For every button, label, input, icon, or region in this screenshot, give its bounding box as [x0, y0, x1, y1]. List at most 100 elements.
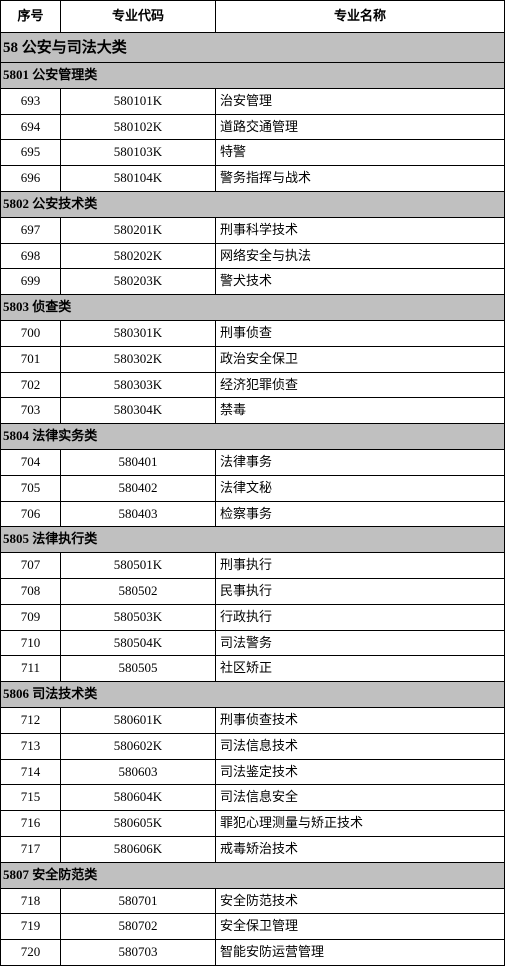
sub-category-label: 5807 安全防范类 [1, 862, 505, 888]
cell-name: 司法信息技术 [216, 733, 505, 759]
cell-name: 道路交通管理 [216, 114, 505, 140]
col-seq-header: 序号 [1, 1, 61, 33]
cell-name: 刑事科学技术 [216, 217, 505, 243]
table-row: 715580604K司法信息安全 [1, 785, 505, 811]
cell-code: 580402 [61, 475, 216, 501]
sub-category-row: 5803 侦查类 [1, 295, 505, 321]
cell-code: 580702 [61, 914, 216, 940]
col-code-header: 专业代码 [61, 1, 216, 33]
table-row: 708580502民事执行 [1, 578, 505, 604]
table-row: 703580304K禁毒 [1, 398, 505, 424]
col-name-header: 专业名称 [216, 1, 505, 33]
table-row: 697580201K刑事科学技术 [1, 217, 505, 243]
cell-seq: 696 [1, 166, 61, 192]
table-body: 58 公安与司法大类5801 公安管理类693580101K治安管理694580… [1, 33, 505, 966]
sub-category-row: 5807 安全防范类 [1, 862, 505, 888]
cell-code: 580505 [61, 656, 216, 682]
table-row: 695580103K特警 [1, 140, 505, 166]
cell-name: 戒毒矫治技术 [216, 836, 505, 862]
table-header: 序号 专业代码 专业名称 [1, 1, 505, 33]
table-row: 718580701安全防范技术 [1, 888, 505, 914]
sub-category-row: 5802 公安技术类 [1, 191, 505, 217]
cell-code: 580504K [61, 630, 216, 656]
cell-name: 行政执行 [216, 604, 505, 630]
sub-category-row: 5804 法律实务类 [1, 424, 505, 450]
table-row: 711580505社区矫正 [1, 656, 505, 682]
cell-seq: 714 [1, 759, 61, 785]
cell-name: 司法信息安全 [216, 785, 505, 811]
cell-seq: 718 [1, 888, 61, 914]
cell-code: 580202K [61, 243, 216, 269]
cell-name: 禁毒 [216, 398, 505, 424]
table-row: 700580301K刑事侦查 [1, 320, 505, 346]
cell-seq: 699 [1, 269, 61, 295]
cell-code: 580103K [61, 140, 216, 166]
cell-name: 智能安防运营管理 [216, 940, 505, 966]
cell-code: 580104K [61, 166, 216, 192]
cell-seq: 715 [1, 785, 61, 811]
sub-category-label: 5804 法律实务类 [1, 424, 505, 450]
table-row: 706580403检察事务 [1, 501, 505, 527]
cell-seq: 709 [1, 604, 61, 630]
table-row: 719580702安全保卫管理 [1, 914, 505, 940]
table-row: 720580703智能安防运营管理 [1, 940, 505, 966]
cell-seq: 711 [1, 656, 61, 682]
cell-seq: 719 [1, 914, 61, 940]
sub-category-label: 5803 侦查类 [1, 295, 505, 321]
cell-name: 民事执行 [216, 578, 505, 604]
cell-seq: 705 [1, 475, 61, 501]
cell-code: 580301K [61, 320, 216, 346]
table-row: 701580302K政治安全保卫 [1, 346, 505, 372]
cell-code: 580603 [61, 759, 216, 785]
cell-code: 580203K [61, 269, 216, 295]
cell-seq: 713 [1, 733, 61, 759]
cell-seq: 720 [1, 940, 61, 966]
cell-code: 580602K [61, 733, 216, 759]
table-row: 696580104K警务指挥与战术 [1, 166, 505, 192]
cell-seq: 693 [1, 88, 61, 114]
cell-seq: 707 [1, 553, 61, 579]
cell-seq: 702 [1, 372, 61, 398]
table-row: 707580501K刑事执行 [1, 553, 505, 579]
cell-seq: 694 [1, 114, 61, 140]
cell-name: 刑事侦查技术 [216, 707, 505, 733]
sub-category-label: 5801 公安管理类 [1, 63, 505, 89]
cell-name: 警犬技术 [216, 269, 505, 295]
cell-name: 安全保卫管理 [216, 914, 505, 940]
cell-seq: 708 [1, 578, 61, 604]
table-row: 710580504K司法警务 [1, 630, 505, 656]
cell-code: 580604K [61, 785, 216, 811]
sub-category-row: 5806 司法技术类 [1, 682, 505, 708]
cell-code: 580503K [61, 604, 216, 630]
sub-category-row: 5801 公安管理类 [1, 63, 505, 89]
cell-name: 警务指挥与战术 [216, 166, 505, 192]
cell-code: 580701 [61, 888, 216, 914]
cell-name: 刑事侦查 [216, 320, 505, 346]
cell-seq: 697 [1, 217, 61, 243]
cell-name: 社区矫正 [216, 656, 505, 682]
table-row: 714580603司法鉴定技术 [1, 759, 505, 785]
cell-code: 580302K [61, 346, 216, 372]
cell-code: 580304K [61, 398, 216, 424]
cell-seq: 695 [1, 140, 61, 166]
cell-code: 580501K [61, 553, 216, 579]
cell-code: 580403 [61, 501, 216, 527]
table-row: 694580102K道路交通管理 [1, 114, 505, 140]
cell-seq: 717 [1, 836, 61, 862]
cell-name: 检察事务 [216, 501, 505, 527]
sub-category-row: 5805 法律执行类 [1, 527, 505, 553]
cell-name: 法律事务 [216, 449, 505, 475]
cell-name: 安全防范技术 [216, 888, 505, 914]
cell-seq: 704 [1, 449, 61, 475]
cell-code: 580502 [61, 578, 216, 604]
cell-name: 治安管理 [216, 88, 505, 114]
sub-category-label: 5802 公安技术类 [1, 191, 505, 217]
major-category-row: 58 公安与司法大类 [1, 33, 505, 63]
table-row: 717580606K戒毒矫治技术 [1, 836, 505, 862]
sub-category-label: 5806 司法技术类 [1, 682, 505, 708]
table-row: 705580402法律文秘 [1, 475, 505, 501]
cell-seq: 706 [1, 501, 61, 527]
cell-seq: 700 [1, 320, 61, 346]
cell-name: 法律文秘 [216, 475, 505, 501]
cell-name: 特警 [216, 140, 505, 166]
